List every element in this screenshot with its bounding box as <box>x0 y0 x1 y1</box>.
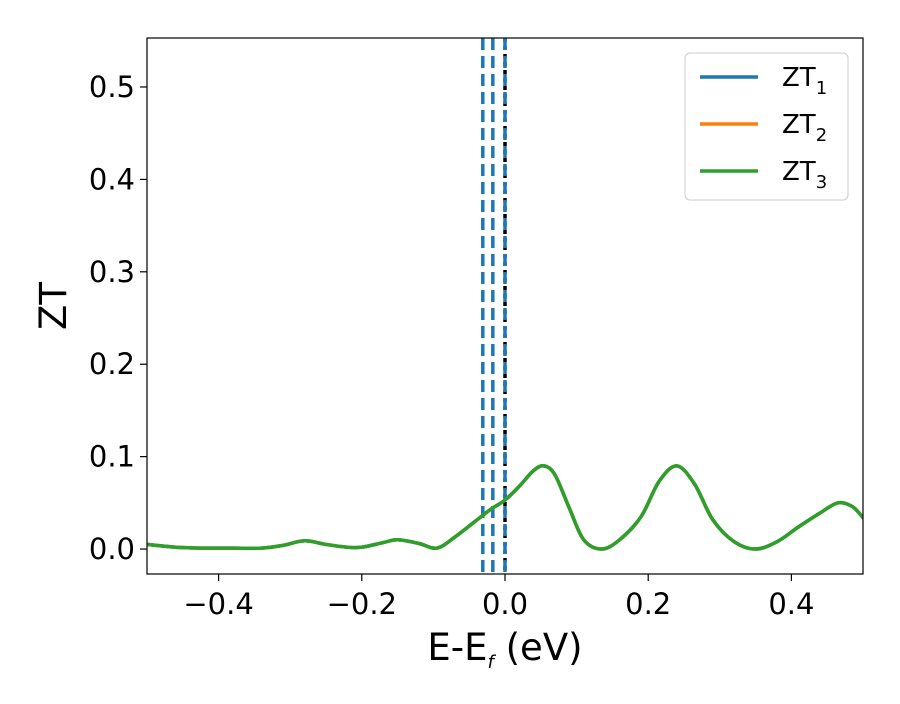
legend-label-zt1: ZT1 <box>782 63 827 99</box>
legend-label-zt2: ZT2 <box>782 110 827 146</box>
y-tick-label: 0.5 <box>89 70 135 104</box>
y-tick-label: 0.0 <box>89 532 135 566</box>
y-tick-label: 0.3 <box>89 255 135 289</box>
series-line-zt3 <box>147 463 863 551</box>
x-tick-label: −0.4 <box>183 587 253 621</box>
y-tick-label: 0.1 <box>89 440 135 474</box>
x-axis-ticks: −0.4 −0.2 0.0 0.2 0.4 <box>183 574 814 621</box>
legend-box <box>684 52 849 201</box>
x-axis-label: E-Ef (eV) <box>427 626 582 673</box>
y-axis-ticks: 0.0 0.1 0.2 0.3 0.4 0.5 <box>89 70 147 566</box>
legend-label-zt3: ZT3 <box>782 157 827 193</box>
y-tick-label: 0.2 <box>89 347 135 381</box>
y-tick-label: 0.4 <box>89 162 135 196</box>
legend: ZT1 ZT2 ZT3 <box>684 52 849 201</box>
y-axis-label: ZT <box>32 282 75 330</box>
x-tick-label: −0.2 <box>327 587 397 621</box>
series-lines <box>147 463 863 551</box>
reference-lines <box>481 38 507 574</box>
x-tick-label: 0.4 <box>768 587 814 621</box>
x-tick-label: 0.0 <box>482 587 528 621</box>
x-tick-label: 0.2 <box>625 587 671 621</box>
